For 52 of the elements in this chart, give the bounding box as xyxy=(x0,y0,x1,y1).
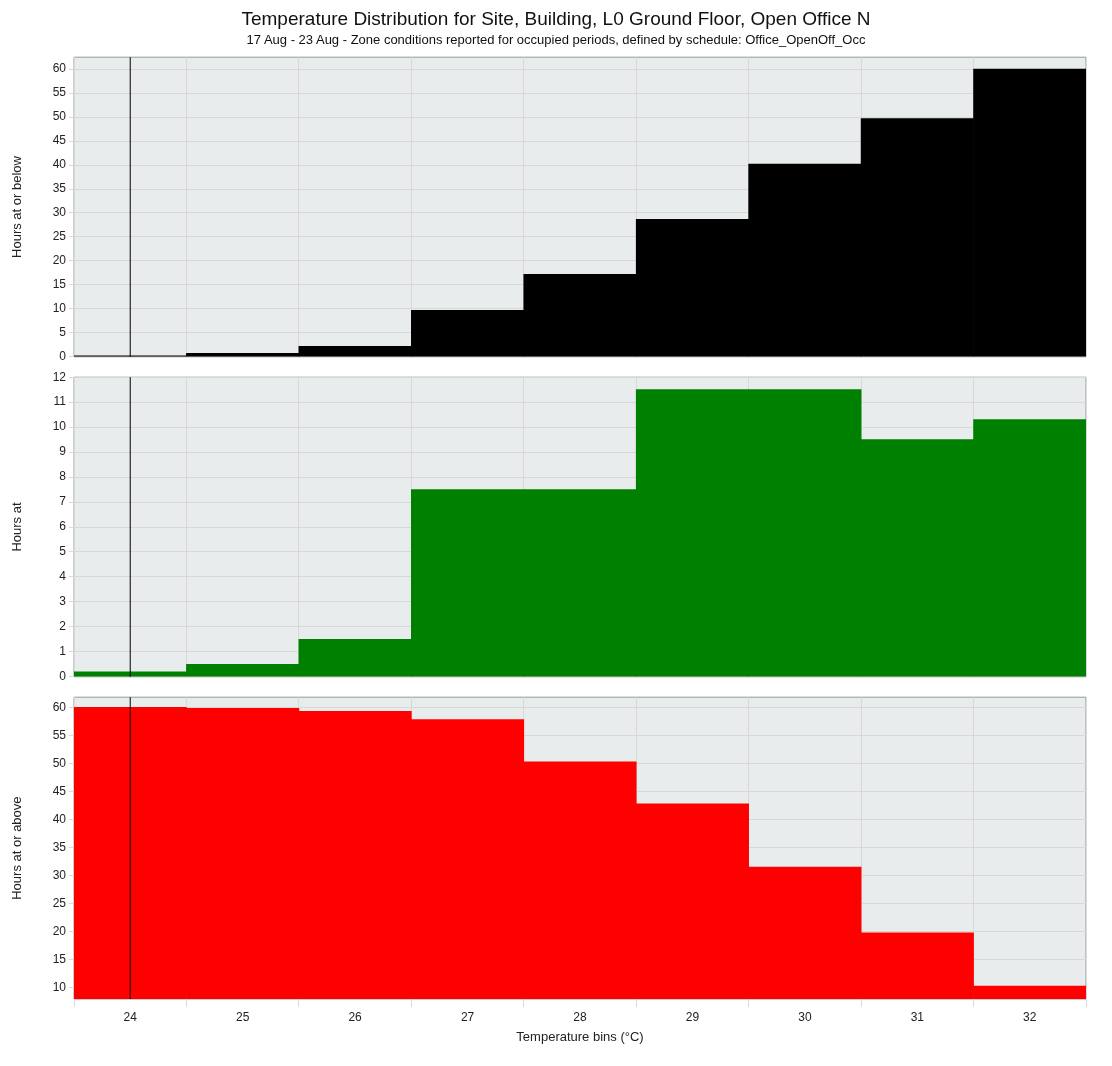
y-tick-label: 5 xyxy=(59,544,67,559)
x-tick-label: 28 xyxy=(573,1009,587,1024)
y-tick-label: 11 xyxy=(53,394,67,409)
x-tick-label: 24 xyxy=(123,1009,138,1024)
y-tick-label: 35 xyxy=(52,839,67,854)
y-tick-label: 35 xyxy=(52,181,67,196)
x-tick-label: 31 xyxy=(910,1009,925,1024)
y-tick-label: 6 xyxy=(59,519,67,534)
y-tick-label: 0 xyxy=(59,349,67,364)
x-tick-label: 32 xyxy=(1023,1009,1037,1024)
y-tick-label: 60 xyxy=(52,699,67,714)
y-tick-label: 60 xyxy=(52,61,67,76)
y-tick-label: 25 xyxy=(52,895,67,910)
y-tick-label: 45 xyxy=(52,133,67,148)
y-tick-label: 40 xyxy=(52,157,67,172)
y-tick-label: 9 xyxy=(59,444,67,459)
x-axis-title: Temperature bins (°C) xyxy=(516,1028,644,1044)
y-tick-label: 10 xyxy=(52,419,67,434)
y-tick-label: 20 xyxy=(52,924,67,938)
y-tick-label: 55 xyxy=(52,727,67,742)
chart-subtitle: 17 Aug - 23 Aug - Zone conditions reported for occupied periods, defined by schedule: Office_OpenOff_Occ xyxy=(245,32,867,47)
y-tick-label: 55 xyxy=(52,85,67,100)
y-tick-label: 10 xyxy=(52,301,67,316)
x-tick-label: 26 xyxy=(348,1009,363,1024)
x-tick-label: 29 xyxy=(685,1009,700,1024)
y-tick-label: 7 xyxy=(59,494,67,509)
y-tick-label: 3 xyxy=(59,594,67,609)
y-tick-label: 10 xyxy=(52,980,67,995)
y-tick-label: 12 xyxy=(52,369,67,384)
x-tick-label: 27 xyxy=(460,1009,475,1024)
y-axis-title: Hours at or below xyxy=(9,155,25,258)
y-tick-label: 40 xyxy=(52,811,67,826)
y-tick-label: 5 xyxy=(59,325,67,340)
y-tick-label: 45 xyxy=(52,783,67,798)
y-tick-label: 15 xyxy=(52,277,67,292)
chart-title: Temperature Distribution for Site, Building, L0 Ground Floor, Open Office N xyxy=(240,8,872,30)
y-tick-label: 30 xyxy=(52,205,67,220)
y-tick-label: 50 xyxy=(52,755,67,770)
y-tick-label: 50 xyxy=(52,109,67,124)
y-tick-label: 15 xyxy=(52,952,67,967)
y-axis-title: Hours at or above xyxy=(9,796,25,900)
x-tick-label: 30 xyxy=(798,1009,812,1024)
y-tick-label: 30 xyxy=(52,867,67,882)
y-tick-label: 2 xyxy=(59,619,67,634)
y-tick-label: 25 xyxy=(52,229,67,244)
y-axis-title: Hours at xyxy=(9,502,25,552)
x-tick-label: 25 xyxy=(235,1009,250,1024)
y-tick-label: 0 xyxy=(59,669,67,684)
y-tick-label: 20 xyxy=(52,253,67,268)
y-tick-label: 1 xyxy=(59,644,67,659)
y-tick-label: 4 xyxy=(59,569,67,584)
y-tick-label: 8 xyxy=(59,469,67,484)
